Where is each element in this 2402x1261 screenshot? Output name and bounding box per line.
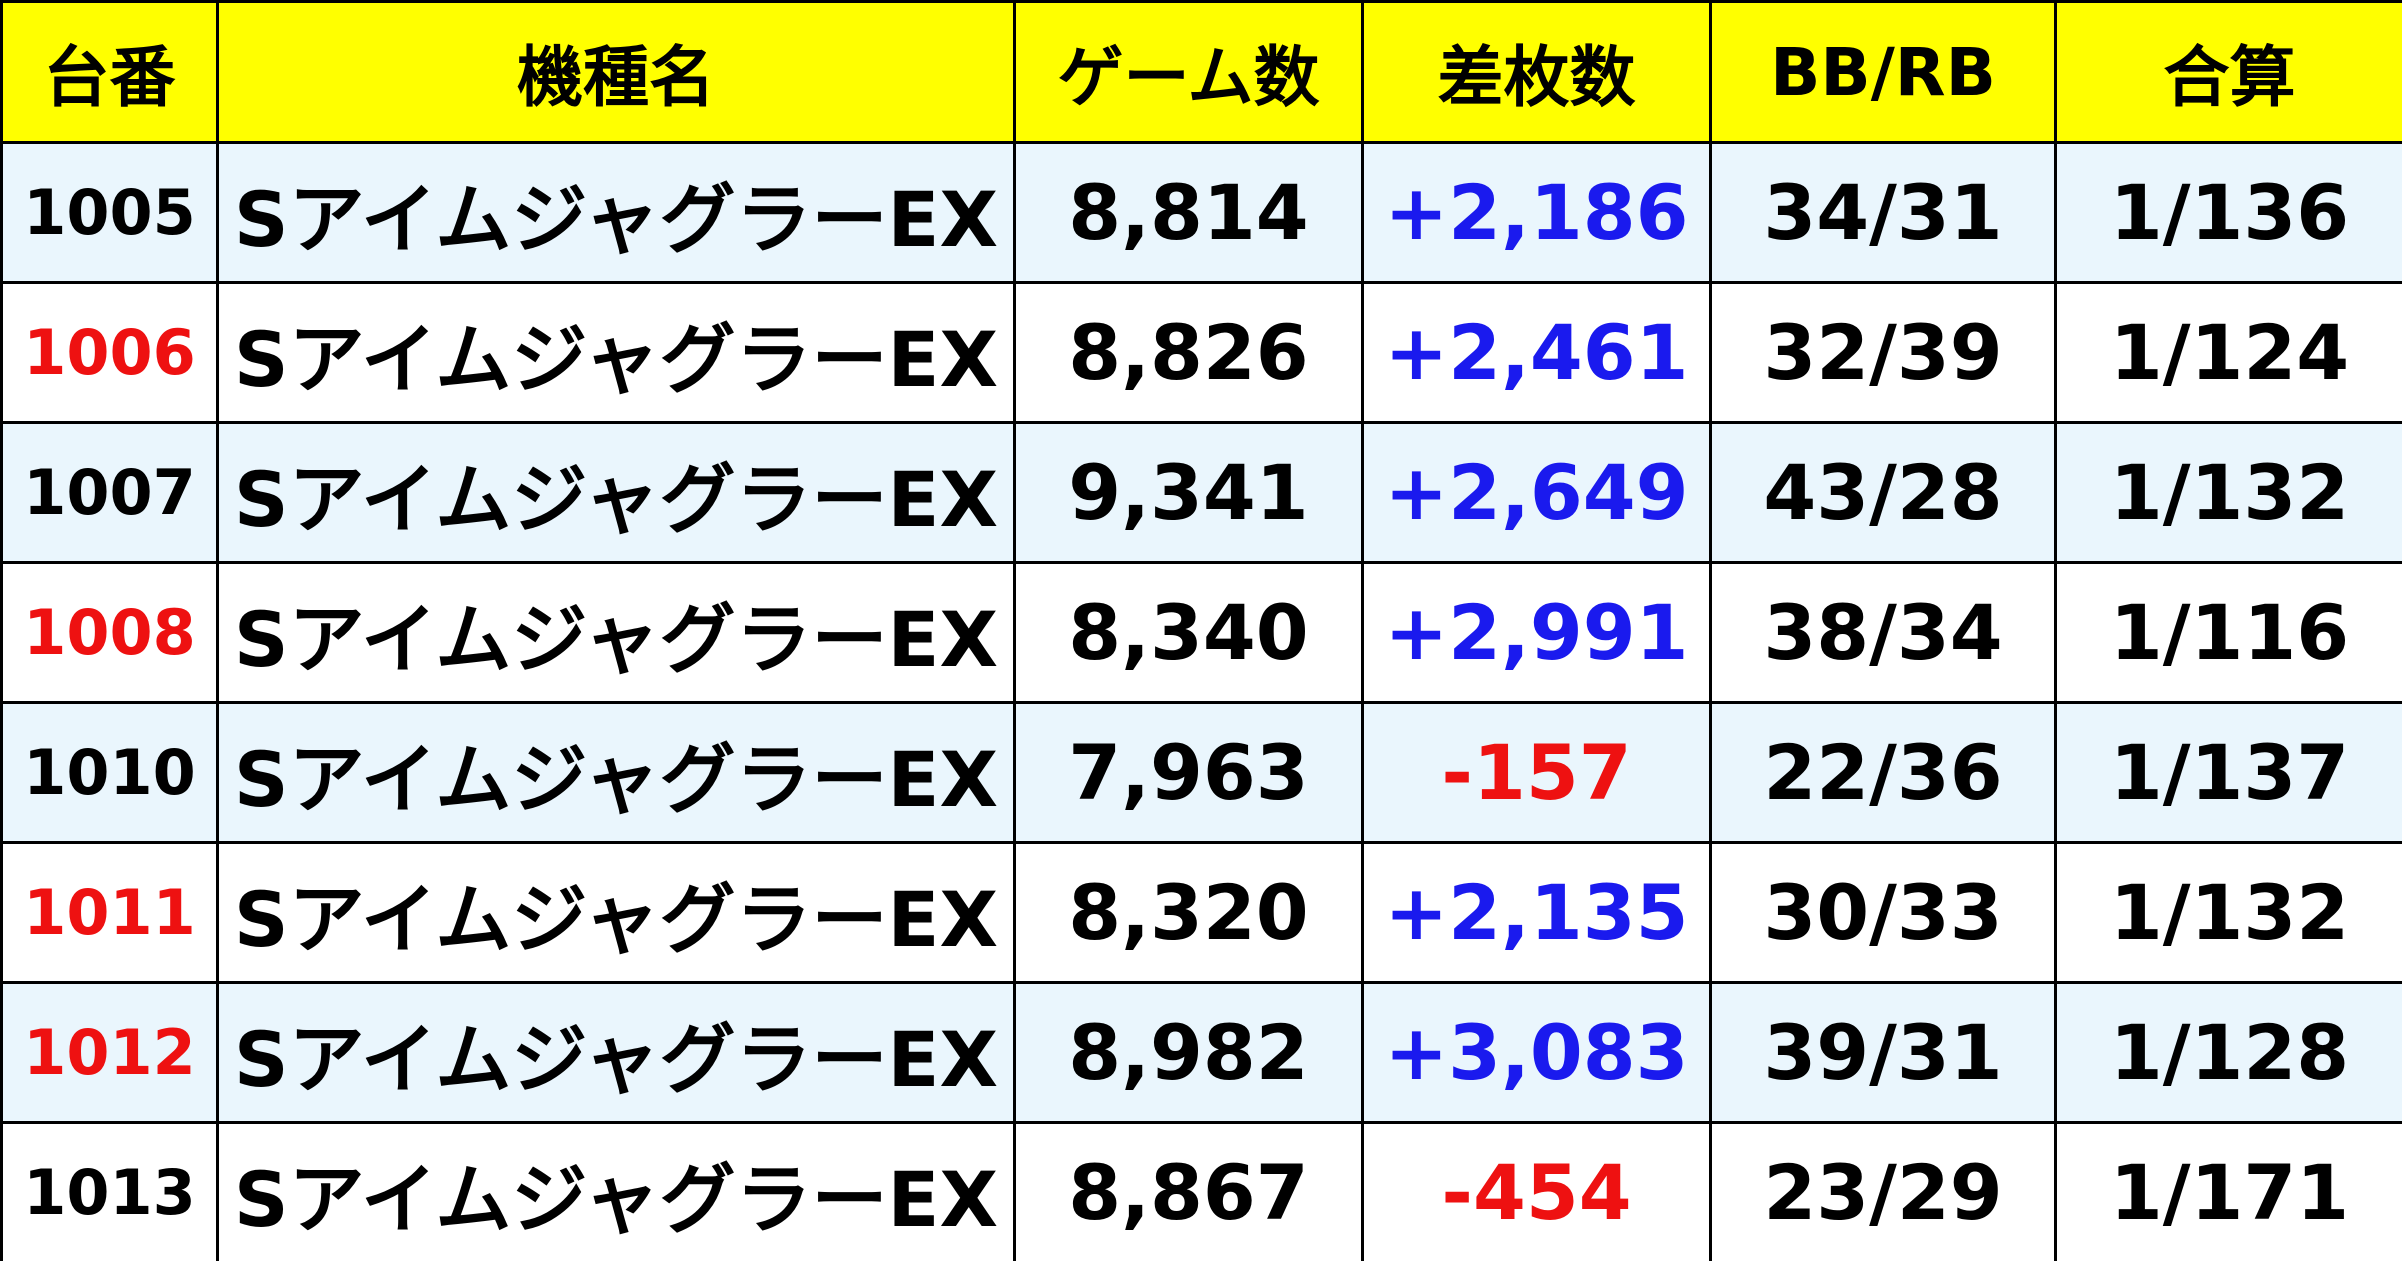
bb-rb: 23/29 bbox=[1709, 1121, 2057, 1261]
machine-name: SアイムジャグラーEX bbox=[216, 701, 1016, 844]
bb-rb: 34/31 bbox=[1709, 141, 2057, 284]
table-row: 1013 SアイムジャグラーEX 8,867 -454 23/29 1/171 bbox=[0, 1121, 2402, 1261]
coin-difference: +2,461 bbox=[1361, 281, 1712, 424]
machine-number: 1007 bbox=[0, 421, 219, 564]
bb-rb: 43/28 bbox=[1709, 421, 2057, 564]
game-count: 7,963 bbox=[1013, 701, 1364, 844]
table-row: 1012 SアイムジャグラーEX 8,982 +3,083 39/31 1/128 bbox=[0, 981, 2402, 1124]
bb-rb: 22/36 bbox=[1709, 701, 2057, 844]
combined-rate: 1/116 bbox=[2054, 561, 2402, 704]
machine-name: SアイムジャグラーEX bbox=[216, 561, 1016, 704]
table-row: 1010 SアイムジャグラーEX 7,963 -157 22/36 1/137 bbox=[0, 701, 2402, 844]
machine-name: SアイムジャグラーEX bbox=[216, 1121, 1016, 1261]
game-count: 8,340 bbox=[1013, 561, 1364, 704]
bb-rb: 38/34 bbox=[1709, 561, 2057, 704]
combined-rate: 1/124 bbox=[2054, 281, 2402, 424]
game-count: 8,320 bbox=[1013, 841, 1364, 984]
machine-number: 1006 bbox=[0, 281, 219, 424]
combined-rate: 1/171 bbox=[2054, 1121, 2402, 1261]
table-body: 1005 SアイムジャグラーEX 8,814 +2,186 34/31 1/136 1006… bbox=[0, 141, 2402, 1261]
coin-difference: +2,649 bbox=[1361, 421, 1712, 564]
game-count: 8,814 bbox=[1013, 141, 1364, 284]
header-cell: BB/RB bbox=[1709, 0, 2057, 144]
bb-rb: 32/39 bbox=[1709, 281, 2057, 424]
header-cell: ゲーム数 bbox=[1013, 0, 1364, 144]
machine-name: SアイムジャグラーEX bbox=[216, 281, 1016, 424]
machine-name: SアイムジャグラーEX bbox=[216, 981, 1016, 1124]
game-count: 8,867 bbox=[1013, 1121, 1364, 1261]
header-cell: 合算 bbox=[2054, 0, 2402, 144]
coin-difference: +2,135 bbox=[1361, 841, 1712, 984]
game-count: 9,341 bbox=[1013, 421, 1364, 564]
game-count: 8,982 bbox=[1013, 981, 1364, 1124]
bb-rb: 39/31 bbox=[1709, 981, 2057, 1124]
combined-rate: 1/137 bbox=[2054, 701, 2402, 844]
combined-rate: 1/132 bbox=[2054, 421, 2402, 564]
table-row: 1011 SアイムジャグラーEX 8,320 +2,135 30/33 1/132 bbox=[0, 841, 2402, 984]
header-cell: 台番 bbox=[0, 0, 219, 144]
machine-number: 1010 bbox=[0, 701, 219, 844]
header-row: 台番 機種名 ゲーム数 差枚数 BB/RB 合算 bbox=[0, 0, 2402, 144]
coin-difference: +2,186 bbox=[1361, 141, 1712, 284]
coin-difference: +2,991 bbox=[1361, 561, 1712, 704]
machine-name: SアイムジャグラーEX bbox=[216, 141, 1016, 284]
coin-difference: +3,083 bbox=[1361, 981, 1712, 1124]
combined-rate: 1/136 bbox=[2054, 141, 2402, 284]
machine-number: 1012 bbox=[0, 981, 219, 1124]
bb-rb: 30/33 bbox=[1709, 841, 2057, 984]
game-count: 8,826 bbox=[1013, 281, 1364, 424]
header-cell: 差枚数 bbox=[1361, 0, 1712, 144]
header-cell: 機種名 bbox=[216, 0, 1016, 144]
machine-number: 1013 bbox=[0, 1121, 219, 1261]
combined-rate: 1/128 bbox=[2054, 981, 2402, 1124]
table-row: 1006 SアイムジャグラーEX 8,826 +2,461 32/39 1/124 bbox=[0, 281, 2402, 424]
table-row: 1007 SアイムジャグラーEX 9,341 +2,649 43/28 1/132 bbox=[0, 421, 2402, 564]
coin-difference: -157 bbox=[1361, 701, 1712, 844]
combined-rate: 1/132 bbox=[2054, 841, 2402, 984]
coin-difference: -454 bbox=[1361, 1121, 1712, 1261]
table-row: 1008 SアイムジャグラーEX 8,340 +2,991 38/34 1/116 bbox=[0, 561, 2402, 704]
machine-name: SアイムジャグラーEX bbox=[216, 841, 1016, 984]
machine-number: 1011 bbox=[0, 841, 219, 984]
machine-number: 1008 bbox=[0, 561, 219, 704]
machine-number: 1005 bbox=[0, 141, 219, 284]
table-row: 1005 SアイムジャグラーEX 8,814 +2,186 34/31 1/136 bbox=[0, 141, 2402, 284]
machine-name: SアイムジャグラーEX bbox=[216, 421, 1016, 564]
